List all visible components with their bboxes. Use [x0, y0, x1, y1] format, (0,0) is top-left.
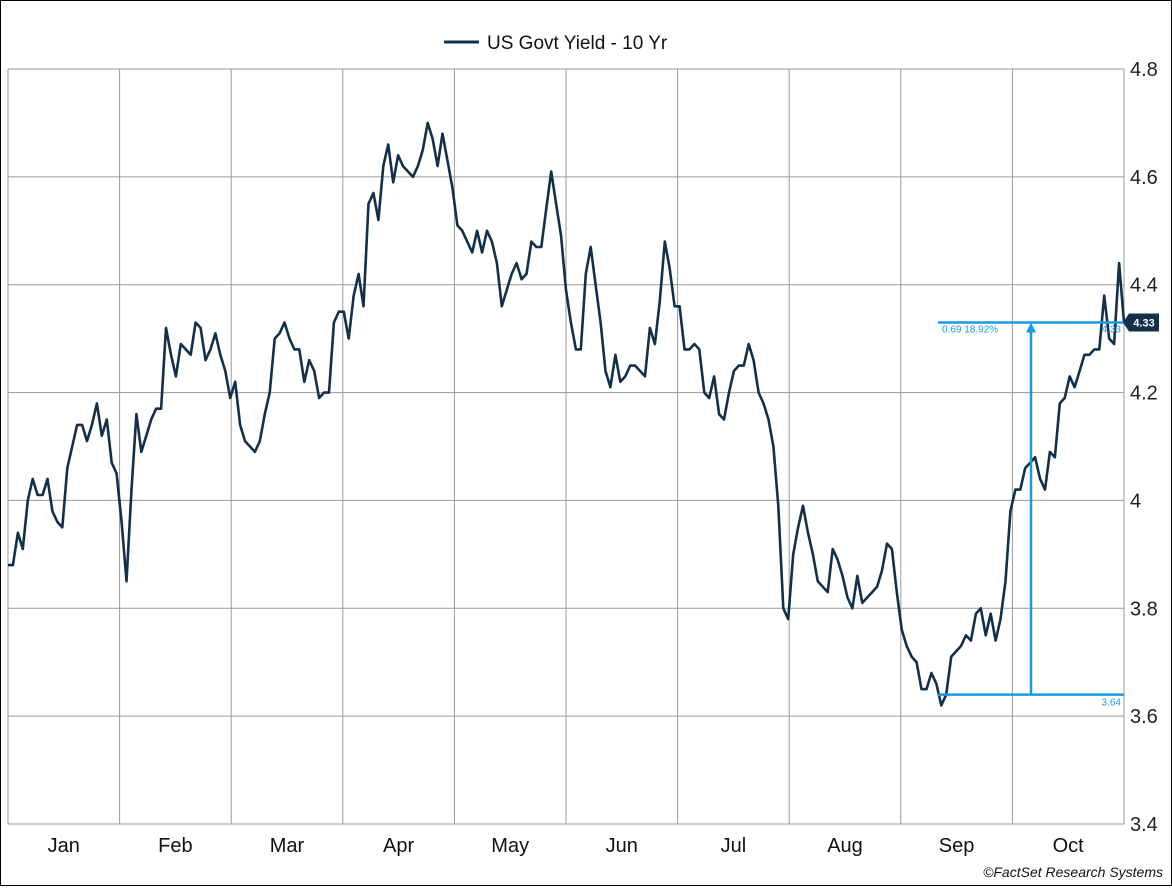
last-value-label: 4.33 [1133, 317, 1154, 329]
x-tick-label: Aug [827, 835, 863, 857]
x-tick-label: Oct [1053, 835, 1085, 857]
y-tick-label: 4.2 [1130, 383, 1158, 405]
series-layer [8, 121, 1126, 707]
y-tick-label: 4 [1130, 490, 1141, 512]
y-tick-label: 3.8 [1130, 598, 1158, 620]
y-tick-label: 3.6 [1130, 706, 1158, 728]
y-tick-label: 3.4 [1130, 814, 1158, 836]
grid [7, 68, 1125, 825]
x-tick-label: May [491, 835, 529, 857]
annotation-low-label: 3.64 [1102, 698, 1122, 709]
y-axis: 3.4 3.6 3.8 4 4.2 4.4 4.6 4.8 [1130, 59, 1158, 836]
credit-text: ©FactSet Research Systems [983, 864, 1163, 880]
legend-label: US Govt Yield - 10 Yr [487, 33, 668, 54]
annotation-high-label: 4.33 [1102, 324, 1122, 335]
annotation-change-label: 0.69 18.92% [942, 324, 998, 335]
y-tick-label: 4.8 [1130, 59, 1158, 81]
x-tick-label: Mar [270, 835, 305, 857]
annotation-arrow-head [1026, 322, 1036, 333]
y-tick-label: 4.4 [1130, 275, 1158, 297]
legend: US Govt Yield - 10 Yr [444, 33, 668, 54]
x-tick-label: Feb [158, 835, 192, 857]
x-axis: Jan Feb Mar Apr May Jun Jul Aug Sep Oct [48, 835, 1085, 857]
annotation-layer: 0.69 18.92% 4.33 3.64 4.33 [938, 313, 1159, 709]
x-tick-label: Sep [939, 835, 975, 857]
x-tick-label: Apr [383, 835, 414, 857]
y-tick-label: 4.6 [1130, 167, 1158, 189]
series-line [8, 121, 1126, 707]
x-tick-label: Jan [48, 835, 80, 857]
x-tick-label: Jul [721, 835, 747, 857]
last-value-box [1123, 313, 1159, 332]
x-tick-label: Jun [606, 835, 638, 857]
